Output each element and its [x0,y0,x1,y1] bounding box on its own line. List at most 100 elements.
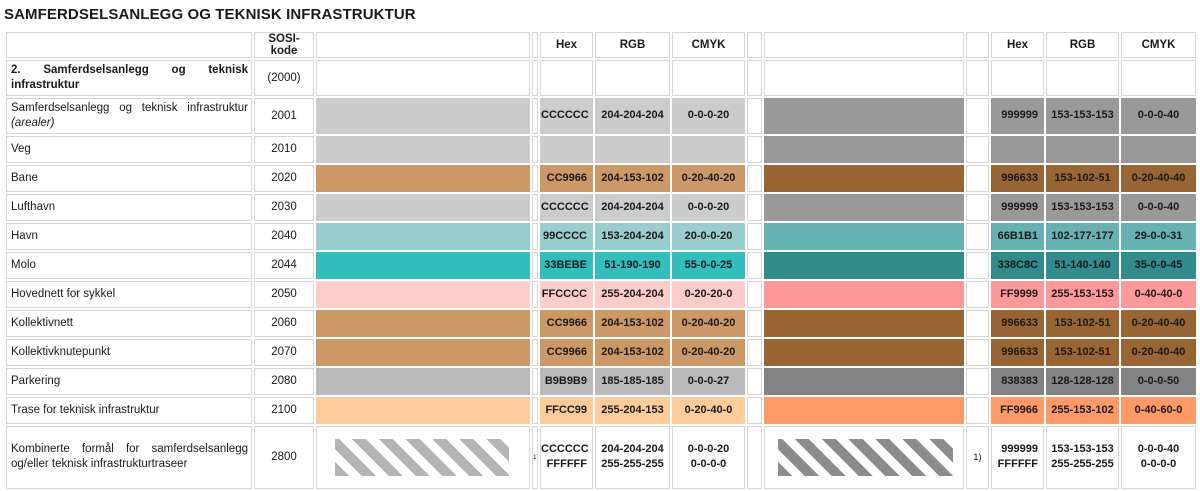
screen-footnote-cell [532,338,538,366]
screen-footnote-cell [532,396,538,424]
print-footnote-cell [966,280,989,308]
print-cmyk-value: 0-20-40-40 [1121,309,1196,337]
screen-cmyk-value: 0-0-0-20 [672,97,745,134]
row-label: Trase for teknisk infrastruktur [6,396,252,424]
sosi-code: 2040 [254,222,314,250]
print-hex-value: 999999 [991,97,1044,134]
screen-color-swatch [316,396,530,424]
screen-rgb-value: 255-204-204 [595,280,670,308]
row-label: Veg [6,135,252,163]
print-hex-value: 999999 FFFFFF [991,425,1044,489]
header-print-swatch-blank [764,32,964,58]
header-screen-swatch-blank [316,32,530,58]
header-gap [532,32,538,58]
sosi-code: 2100 [254,396,314,424]
screen-hex-value: CCCCCC [540,97,593,134]
screen-footnote-cell [532,193,538,221]
print-hex-value: FF9966 [991,396,1044,424]
screen-color-swatch [316,135,530,163]
print-footnote-cell: 1) [966,425,989,489]
spacer-cell [747,251,762,279]
screen-rgb-value: 185-185-185 [595,367,670,395]
page-title: SAMFERDSELSANLEGG OG TEKNISK INFRASTRUKT… [4,6,416,23]
header-print-cmyk: CMYK [1121,32,1196,58]
print-color-swatch [764,135,964,163]
print-rgb-value: 102-177-177 [1046,222,1119,250]
table-body: 2. Samferdselsanlegg og teknisk infrastr… [6,60,1196,489]
sosi-code: 2030 [254,193,314,221]
print-hex-value: 338C8C [991,251,1044,279]
screen-cmyk-value: 0-0-0-27 [672,367,745,395]
header-screen-cmyk: CMYK [672,32,745,58]
header-print-hex: Hex [991,32,1044,58]
screen-cmyk-value: 0-20-40-0 [672,396,745,424]
header-gap [966,32,989,58]
screen-rgb-value: 204-204-204 [595,193,670,221]
table-row: Havn 2040 99CCCC 153-204-204 20-0-0-20 6… [6,222,1196,250]
sosi-code: 2060 [254,309,314,337]
row-label-text: Trase for teknisk infrastruktur [11,403,160,416]
row-label: Samferdselsanlegg og teknisk infrastrukt… [6,97,252,134]
sosi-code: 2001 [254,97,314,134]
print-footnote-cell [966,251,989,279]
sosi-code: 2070 [254,338,314,366]
print-hex-value: 996633 [991,338,1044,366]
screen-footnote-cell [532,135,538,163]
row-label: Kollektivnett [6,309,252,337]
screen-rgb-value [595,135,670,163]
print-rgb-value [1046,60,1119,96]
spacer-cell [747,164,762,192]
print-color-swatch [764,338,964,366]
screen-rgb-value: 255-204-153 [595,396,670,424]
screen-hex-value: CC9966 [540,309,593,337]
spacer-cell [747,309,762,337]
spacer-cell [747,222,762,250]
screen-footnote-cell [532,367,538,395]
print-cmyk-value: 0-20-40-40 [1121,338,1196,366]
row-label-text: Lufthavn [11,200,56,213]
print-cmyk-value: 0-40-40-0 [1121,280,1196,308]
spacer-cell [747,338,762,366]
print-cmyk-value: 0-0-0-40 [1121,193,1196,221]
color-spec-table: SOSI-kode Hex RGB CMYK Hex RGB CMYK 2. S… [4,30,1198,491]
table-row: Trase for teknisk infrastruktur 2100 FFC… [6,396,1196,424]
table-row: Parkering 2080 B9B9B9 185-185-185 0-0-0-… [6,367,1196,395]
sosi-code: 2020 [254,164,314,192]
print-color-swatch [764,425,964,489]
header-gap [747,32,762,58]
print-cmyk-value: 0-20-40-40 [1121,164,1196,192]
sosi-code: 2010 [254,135,314,163]
screen-footnote-cell [532,309,538,337]
screen-cmyk-value: 0-20-40-20 [672,164,745,192]
screen-color-swatch [316,222,530,250]
print-cmyk-value: 0-0-0-40 0-0-0-0 [1121,425,1196,489]
print-footnote-cell [966,60,989,96]
row-label: Lufthavn [6,193,252,221]
screen-cmyk-value: 55-0-0-25 [672,251,745,279]
print-rgb-value: 153-153-153 [1046,97,1119,134]
screen-rgb-value [595,60,670,96]
screen-hex-value: CCCCCC FFFFFF [540,425,593,489]
print-color-swatch [764,251,964,279]
print-footnote-cell [966,164,989,192]
table-row: Kollektivknutepunkt 2070 CC9966 204-153-… [6,338,1196,366]
screen-rgb-value: 204-153-102 [595,338,670,366]
print-rgb-value: 153-102-51 [1046,338,1119,366]
print-cmyk-value: 0-0-0-50 [1121,367,1196,395]
spacer-cell [747,135,762,163]
spacer-cell [747,425,762,489]
print-color-swatch [764,367,964,395]
row-label: Bane [6,164,252,192]
screen-color-swatch [316,97,530,134]
header-print-rgb: RGB [1046,32,1119,58]
print-hex-value [991,60,1044,96]
print-cmyk-value: 0-40-60-0 [1121,396,1196,424]
print-rgb-value: 153-102-51 [1046,309,1119,337]
print-footnote-cell [966,222,989,250]
screen-color-swatch [316,425,530,489]
row-label: Kombinerte formål for samferdselsanlegg … [6,425,252,489]
screen-footnote-cell [532,222,538,250]
screen-hex-value [540,60,593,96]
table-row: Molo 2044 33BEBE 51-190-190 55-0-0-25 33… [6,251,1196,279]
screen-hex-value: FFCC99 [540,396,593,424]
